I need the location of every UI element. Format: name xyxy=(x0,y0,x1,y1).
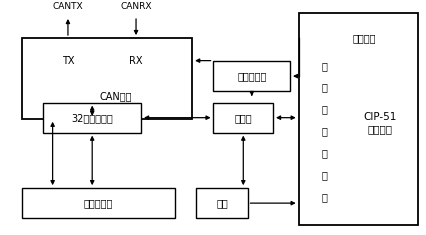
Text: 报文处理机: 报文处理机 xyxy=(83,198,113,208)
FancyBboxPatch shape xyxy=(196,188,247,218)
Text: 器: 器 xyxy=(321,192,327,202)
FancyBboxPatch shape xyxy=(22,38,192,119)
Text: 存: 存 xyxy=(321,170,327,180)
FancyBboxPatch shape xyxy=(213,61,289,91)
FancyBboxPatch shape xyxy=(298,13,417,225)
FancyBboxPatch shape xyxy=(43,103,141,133)
Text: 功: 功 xyxy=(321,105,327,115)
Text: 寄: 寄 xyxy=(321,149,327,158)
Text: 波特率分频: 波特率分频 xyxy=(236,71,266,81)
Text: 32个报文对象: 32个报文对象 xyxy=(71,113,113,123)
Text: CAN内核: CAN内核 xyxy=(99,91,132,101)
Text: 特: 特 xyxy=(321,61,327,71)
FancyBboxPatch shape xyxy=(22,188,175,218)
Text: CANRX: CANRX xyxy=(120,2,151,12)
Text: 殊: 殊 xyxy=(321,83,327,93)
Text: TX: TX xyxy=(61,56,74,66)
Text: RX: RX xyxy=(129,56,142,66)
Text: 寄存器: 寄存器 xyxy=(234,113,251,123)
Text: 中断: 中断 xyxy=(216,198,227,208)
Text: CANTX: CANTX xyxy=(52,2,83,12)
Text: CIP-51
微处理器: CIP-51 微处理器 xyxy=(362,112,395,134)
Text: 系统时钟: 系统时钟 xyxy=(351,33,375,43)
FancyBboxPatch shape xyxy=(213,103,273,133)
Text: 能: 能 xyxy=(321,126,327,137)
